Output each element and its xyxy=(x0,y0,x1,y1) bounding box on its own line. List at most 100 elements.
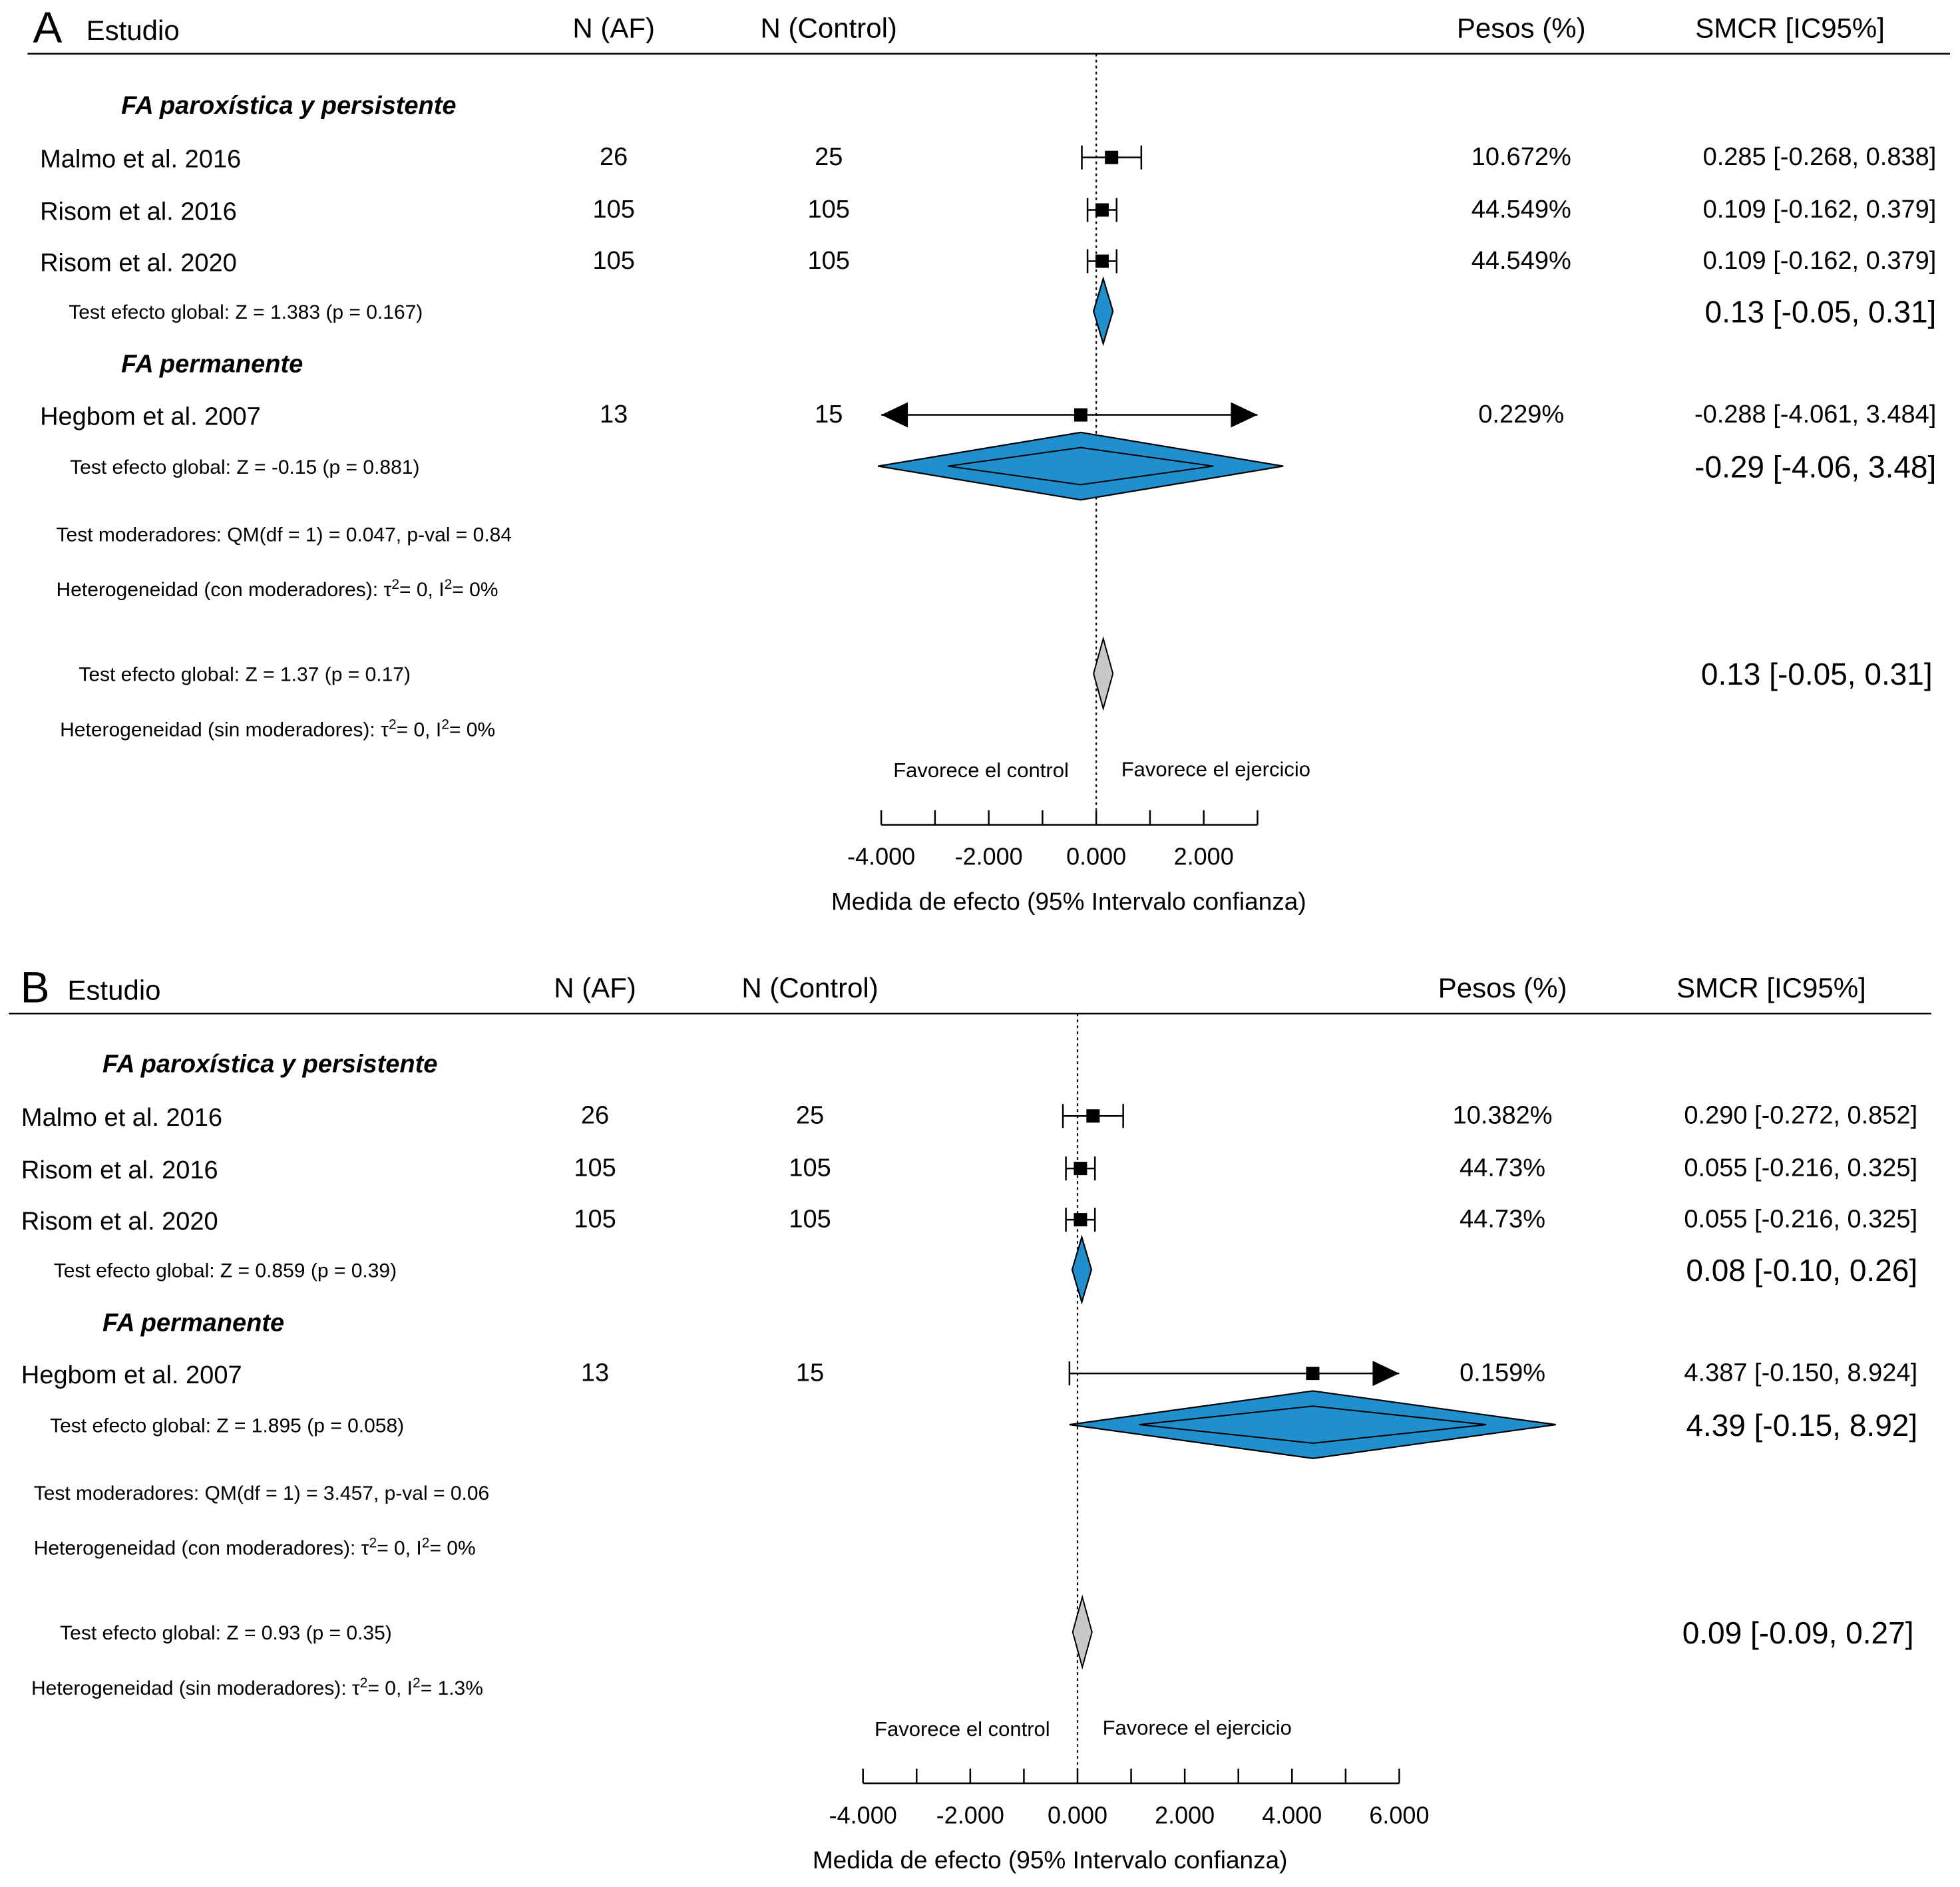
study-name: Risom et al. 2016 xyxy=(40,198,237,226)
column-header-n-control: N (Control) xyxy=(741,972,878,1003)
column-header-smcr: SMCR [IC95%] xyxy=(1695,12,1885,43)
moderators-test: Test moderadores: QM(df = 1) = 3.457, p-… xyxy=(34,1482,490,1504)
overall-test: Test efecto global: Z = 1.37 (p = 0.17) xyxy=(79,664,411,686)
heterogeneity-tau-val: = 0, xyxy=(367,1677,407,1699)
effect-ci-value: 4.387 [-0.150, 8.924] xyxy=(1684,1359,1917,1387)
effect-ci-value: -0.288 [-4.061, 3.484] xyxy=(1694,401,1936,429)
forest-panel-a: A Estudio N (AF) N (Control) Pesos (%) SMCR [… xyxy=(27,3,1950,915)
heterogeneity-with-moderators: Heterogeneidad (con moderadores): τ2= 0,… xyxy=(57,576,498,601)
n-af-value: 26 xyxy=(600,143,628,171)
n-af-value: 105 xyxy=(574,1154,616,1182)
n-af-value: 105 xyxy=(592,247,634,275)
effect-ci-value: 0.055 [-0.216, 0.325] xyxy=(1684,1205,1917,1233)
n-control-value: 105 xyxy=(789,1205,831,1233)
study-name: Malmo et al. 2016 xyxy=(40,146,241,174)
study-name: Risom et al. 2020 xyxy=(21,1208,218,1236)
n-control-value: 15 xyxy=(815,401,843,429)
heterogeneity-tau-val: = 0, xyxy=(377,1537,416,1559)
heterogeneity-with-moderators: Heterogeneidad (con moderadores): τ2= 0,… xyxy=(34,1535,476,1560)
overall-test: Test efecto global: Z = 0.93 (p = 0.35) xyxy=(60,1622,392,1644)
x-tick-label: 6.000 xyxy=(1369,1801,1429,1828)
subgroup-label: FA paroxística y persistente xyxy=(102,1050,437,1078)
subgroup-test: Test efecto global: Z = 1.895 (p = 0.058… xyxy=(50,1415,404,1437)
favors-control-label: Favorece el control xyxy=(875,1717,1050,1741)
study-name: Hegbom et al. 2007 xyxy=(40,403,261,431)
weight-value: 0.159% xyxy=(1460,1359,1545,1387)
ci-arrow-right xyxy=(1372,1361,1400,1387)
superscript-two: 2 xyxy=(413,1675,421,1690)
overall-summary-diamond xyxy=(1093,636,1114,711)
point-estimate-square xyxy=(1105,150,1119,164)
superscript-two: 2 xyxy=(360,1675,368,1690)
heterogeneity-tau-val: = 0, xyxy=(399,579,439,601)
subgroup-summary-diamond xyxy=(1092,275,1114,347)
n-af-value: 105 xyxy=(592,196,634,224)
n-control-value: 105 xyxy=(808,196,850,224)
x-tick-label: -2.000 xyxy=(955,843,1023,870)
column-header-study: Estudio xyxy=(67,975,160,1006)
x-tick-label: 0.000 xyxy=(1066,843,1126,870)
ci-arrow-right xyxy=(1231,402,1258,428)
favors-control-label: Favorece el control xyxy=(893,759,1069,782)
subgroup-summary-value: 0.13 [-0.05, 0.31] xyxy=(1705,295,1937,329)
heterogeneity-i: I xyxy=(436,719,441,741)
subgroup-test: Test efecto global: Z = -0.15 (p = 0.881… xyxy=(70,456,419,478)
column-header-weights: Pesos (%) xyxy=(1438,972,1567,1003)
subgroup-summary-diamond-inner xyxy=(1139,1405,1487,1445)
heterogeneity-prefix: Heterogeneidad (sin moderadores): xyxy=(60,719,381,741)
study-name: Risom et al. 2016 xyxy=(21,1156,218,1184)
subgroup-summary-diamond xyxy=(1069,1390,1556,1459)
weight-value: 10.382% xyxy=(1453,1101,1553,1129)
moderators-test: Test moderadores: QM(df = 1) = 0.047, p-… xyxy=(57,524,512,546)
point-estimate-square xyxy=(1074,408,1087,422)
heterogeneity-without-moderators: Heterogeneidad (sin moderadores): τ2= 0,… xyxy=(31,1675,483,1699)
heterogeneity-i-val: = 0% xyxy=(429,1537,475,1559)
heterogeneity-i-val: = 0% xyxy=(452,579,498,601)
point-estimate-square xyxy=(1086,1109,1100,1123)
panel-letter: B xyxy=(21,962,50,1011)
subgroup-summary-diamond xyxy=(878,431,1284,501)
study-name: Risom et al. 2020 xyxy=(40,250,237,277)
subgroup-summary-diamond xyxy=(1071,1234,1093,1305)
n-control-value: 15 xyxy=(796,1359,824,1387)
heterogeneity-i: I xyxy=(416,1537,421,1559)
panel-letter: A xyxy=(33,3,62,52)
effect-ci-value: 0.285 [-0.268, 0.838] xyxy=(1703,143,1937,171)
x-tick-label: 4.000 xyxy=(1262,1801,1322,1828)
n-control-value: 105 xyxy=(789,1154,831,1182)
favors-exercise-label: Favorece el ejercicio xyxy=(1121,757,1310,780)
heterogeneity-without-moderators: Heterogeneidad (sin moderadores): τ2= 0,… xyxy=(60,717,495,741)
column-header-n-af: N (AF) xyxy=(554,972,636,1003)
heterogeneity-tau-val: = 0, xyxy=(397,719,436,741)
n-af-value: 13 xyxy=(600,401,628,429)
subgroup-summary-value: -0.29 [-4.06, 3.48] xyxy=(1694,449,1936,484)
heterogeneity-i-val: = 1.3% xyxy=(421,1677,483,1699)
study-name: Malmo et al. 2016 xyxy=(21,1104,222,1132)
favors-exercise-label: Favorece el ejercicio xyxy=(1103,1716,1292,1739)
heterogeneity-i: I xyxy=(407,1677,413,1699)
x-tick-label: 0.000 xyxy=(1048,1801,1107,1828)
column-header-weights: Pesos (%) xyxy=(1457,12,1586,43)
effect-ci-value: 0.109 [-0.162, 0.379] xyxy=(1703,247,1937,275)
column-header-n-af: N (AF) xyxy=(572,12,655,43)
heterogeneity-prefix: Heterogeneidad (sin moderadores): xyxy=(31,1677,352,1699)
forest-panel-b: B Estudio N (AF) N (Control) Pesos (%) SMCR [… xyxy=(9,962,1931,1874)
subgroup-label: FA permanente xyxy=(102,1309,284,1337)
point-estimate-square xyxy=(1074,1213,1087,1227)
heterogeneity-prefix: Heterogeneidad (con moderadores): xyxy=(34,1537,361,1559)
point-estimate-square xyxy=(1095,254,1109,268)
superscript-two: 2 xyxy=(369,1535,377,1550)
overall-summary-value: 0.13 [-0.05, 0.31] xyxy=(1701,657,1933,691)
superscript-two: 2 xyxy=(441,717,449,732)
heterogeneity-tau: τ xyxy=(352,1677,360,1699)
column-header-study: Estudio xyxy=(87,15,180,46)
superscript-two: 2 xyxy=(422,1535,430,1550)
superscript-two: 2 xyxy=(445,576,453,592)
subgroup-summary-value: 0.08 [-0.10, 0.26] xyxy=(1686,1253,1917,1287)
superscript-two: 2 xyxy=(391,576,399,592)
x-axis-title: Medida de efecto (95% Intervalo confianz… xyxy=(831,888,1306,915)
effect-ci-value: 0.055 [-0.216, 0.325] xyxy=(1684,1154,1917,1182)
effect-ci-value: 0.109 [-0.162, 0.379] xyxy=(1703,196,1937,224)
heterogeneity-i: I xyxy=(439,579,444,601)
